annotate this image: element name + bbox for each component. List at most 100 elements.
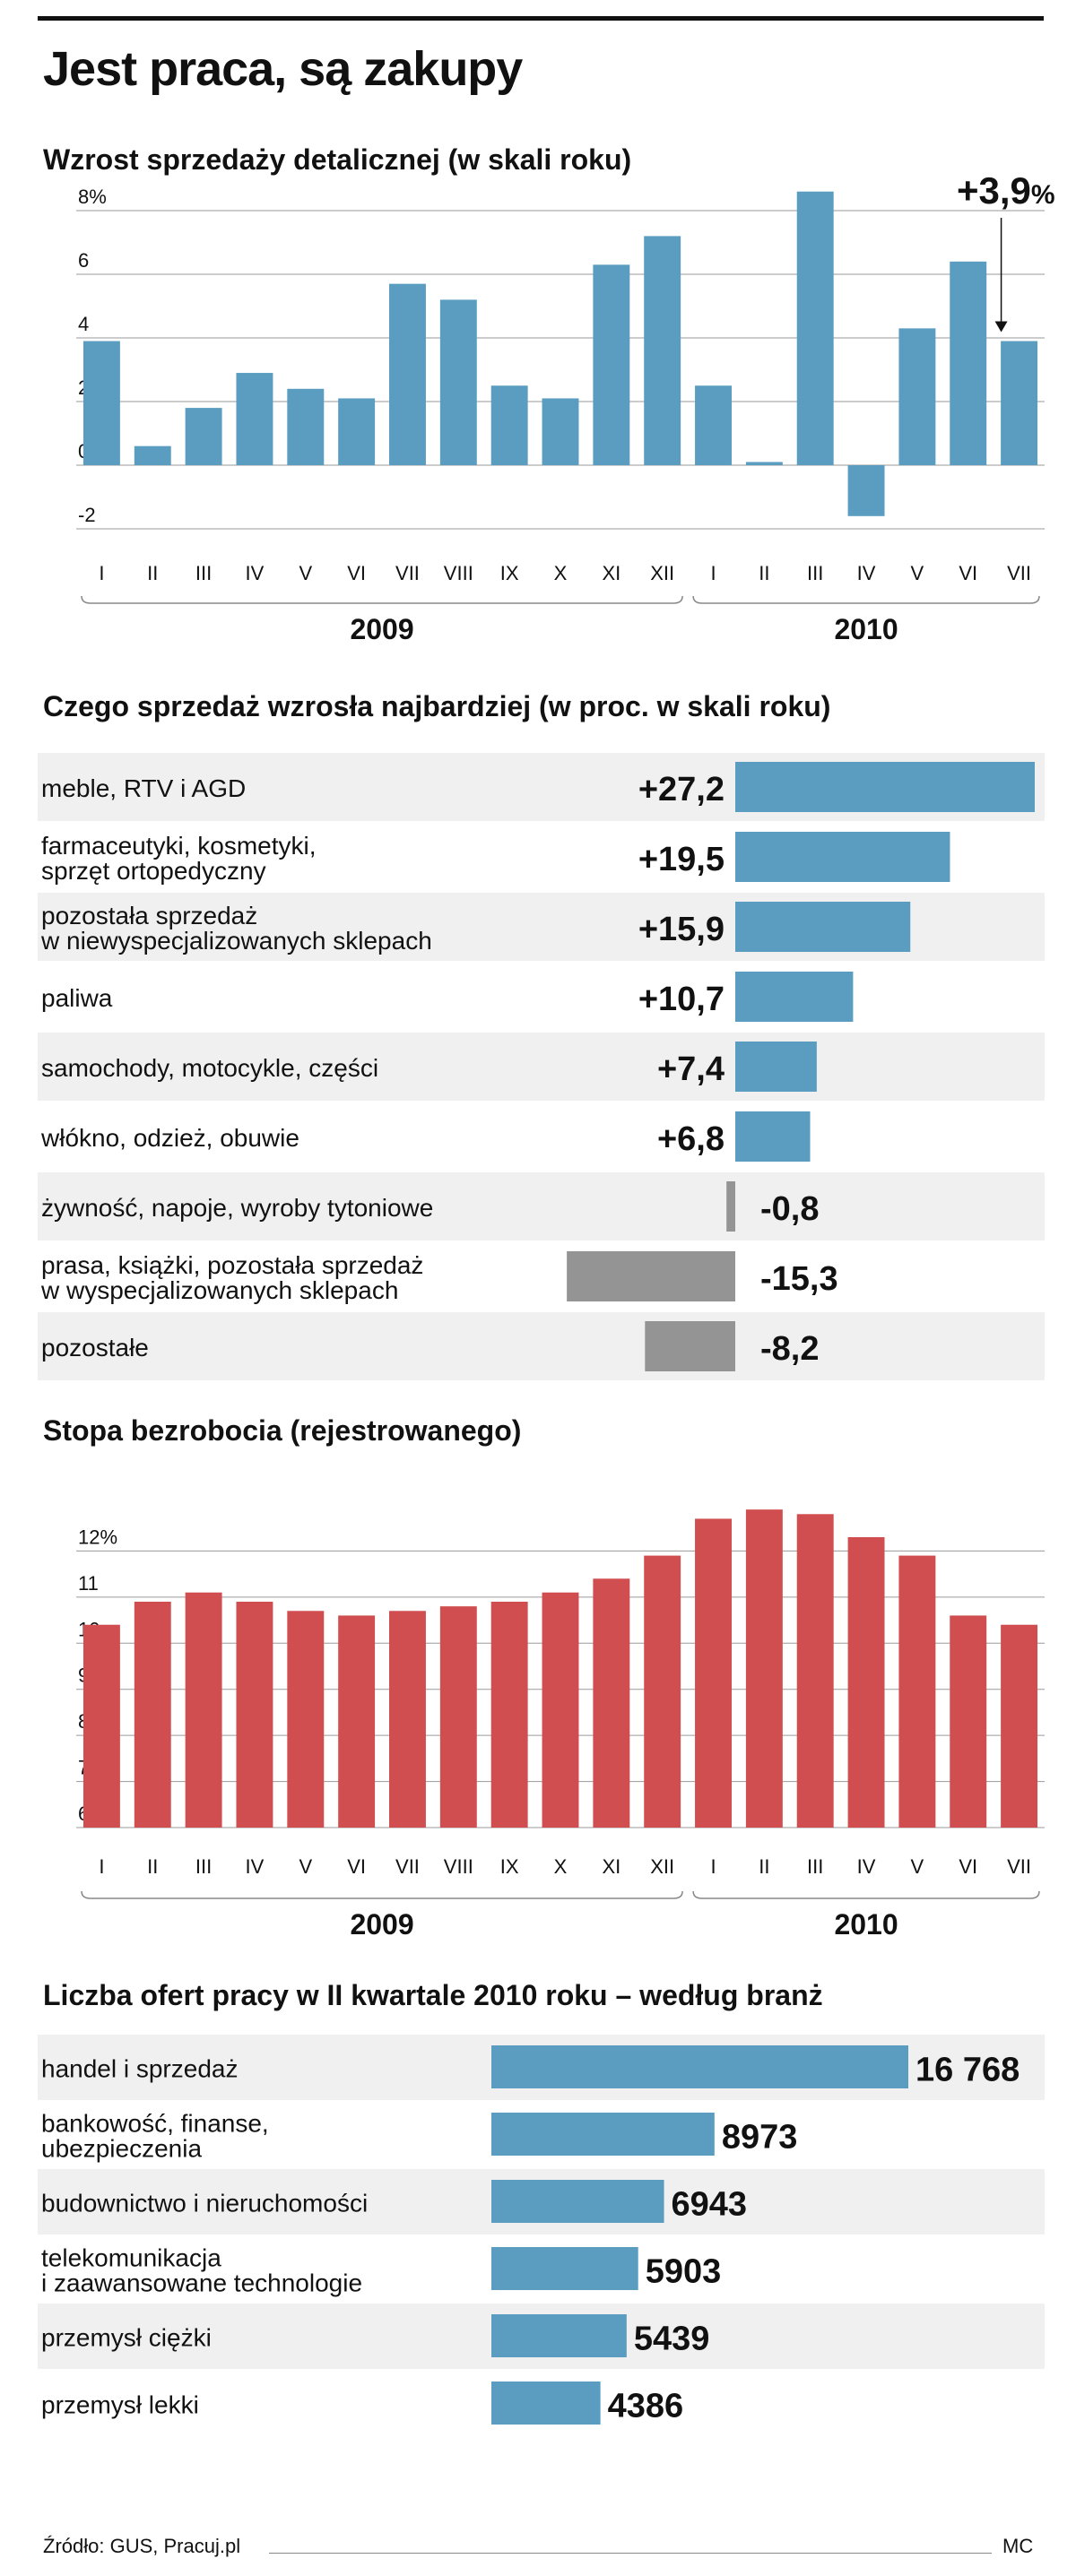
retail-ytick: 6 — [78, 249, 89, 272]
retail-ytick: 8% — [78, 186, 107, 208]
unemployment-xtick: V — [299, 1855, 312, 1878]
industry-bar — [491, 2180, 664, 2223]
source-note: Źródło: GUS, Pracuj.pl — [43, 2535, 241, 2557]
category-category-label: prasa, książki, pozostała sprzedaż — [41, 1251, 423, 1279]
retail-xtick: VII — [1007, 562, 1031, 584]
unemployment-xtick: X — [554, 1855, 568, 1878]
category-value-label: +27,2 — [638, 771, 725, 808]
retail-bar — [338, 398, 376, 465]
industry-value-label: 4386 — [608, 2388, 684, 2425]
category-category-label: pozostałe — [41, 1334, 149, 1361]
unemployment-year-label: 2009 — [350, 1908, 413, 1941]
unemployment-xtick: IX — [500, 1855, 519, 1878]
unemployment-xtick: III — [807, 1855, 823, 1878]
retail-ytick: -2 — [78, 504, 96, 526]
industry-value-label: 16 768 — [915, 2052, 1020, 2089]
unemployment-xtick: XI — [602, 1855, 620, 1878]
retail-xtick: III — [195, 562, 212, 584]
unemployment-bar — [542, 1592, 579, 1828]
retail-bar — [439, 299, 477, 465]
category-value-label: +6,8 — [657, 1120, 725, 1158]
growth-annotation: +3,9% — [957, 175, 1055, 212]
unemployment-xtick: III — [195, 1855, 212, 1878]
category-category-label: włókno, odzież, obuwie — [40, 1124, 299, 1152]
unemployment-title: Stopa bezrobocia (rejestrowanego) — [43, 1414, 522, 1447]
category-bar — [645, 1321, 735, 1371]
category-bar — [567, 1251, 735, 1301]
category-value-label: +7,4 — [657, 1050, 725, 1088]
category-value-label: +19,5 — [638, 841, 725, 878]
retail-xtick: XI — [602, 562, 620, 584]
unemployment-xtick: VI — [959, 1855, 977, 1878]
category-category-label: pozostała sprzedaż — [41, 902, 257, 929]
category-value-label: +15,9 — [638, 911, 725, 948]
retail-bar — [898, 328, 936, 465]
unemployment-xtick: VIII — [444, 1855, 473, 1878]
unemployment-xtick: I — [710, 1855, 716, 1878]
retail-bar — [950, 261, 987, 465]
unemployment-xtick: IV — [246, 1855, 265, 1878]
industry-category-label: handel i sprzedaż — [41, 2055, 238, 2083]
unemployment-bar — [236, 1602, 273, 1828]
industry-category-label: bankowość, finanse, — [41, 2110, 269, 2138]
unemployment-bar — [287, 1611, 325, 1828]
retail-xtick: VI — [959, 562, 977, 584]
retail-year-bracket — [81, 595, 683, 604]
unemployment-bar — [134, 1602, 171, 1828]
industry-value-label: 6943 — [672, 2186, 748, 2224]
category-value-label: -15,3 — [760, 1260, 838, 1298]
unemployment-bar — [1001, 1624, 1038, 1828]
retail-xtick: IX — [500, 562, 519, 584]
unemployment-bar — [644, 1555, 681, 1828]
retail-xtick: V — [299, 562, 312, 584]
industry-value-label: 8973 — [722, 2119, 798, 2157]
category-row-stripe — [38, 1312, 1045, 1380]
category-category-label: farmaceutyki, kosmetyki, — [41, 832, 317, 860]
retail-year-label: 2010 — [834, 613, 898, 645]
retail-bar — [542, 398, 579, 465]
retail-bar — [287, 388, 325, 465]
top-rule — [38, 16, 1044, 21]
category-category-label: paliwa — [41, 984, 113, 1012]
unemployment-chart: 12%11109876IIIIIIIVVVIVIIVIIIIXXXIXIIIII… — [76, 1509, 1045, 1941]
retail-year-label: 2009 — [350, 613, 413, 645]
retail-year-bracket — [692, 595, 1040, 604]
retail-xtick: III — [807, 562, 823, 584]
category-bar — [735, 1111, 811, 1162]
unemployment-xtick: VII — [1007, 1855, 1031, 1878]
retail-xtick: II — [759, 562, 769, 584]
unemployment-year-bracket — [692, 1890, 1040, 1899]
page-title: Jest praca, są zakupy — [43, 42, 523, 96]
category-value-label: -0,8 — [760, 1190, 819, 1228]
category-bar — [735, 762, 1035, 812]
industry-category-label: przemysł lekki — [41, 2391, 199, 2419]
job-offers-title: Liczba ofert pracy w II kwartale 2010 ro… — [43, 1979, 823, 2011]
retail-ytick: 4 — [78, 313, 89, 335]
unemployment-ytick: 11 — [78, 1572, 99, 1595]
category-category-label: żywność, napoje, wyroby tytoniowe — [41, 1194, 433, 1222]
unemployment-xtick: IV — [857, 1855, 876, 1878]
unemployment-xtick: VI — [347, 1855, 366, 1878]
retail-xtick: VIII — [444, 562, 473, 584]
industry-bar — [491, 2314, 627, 2357]
retail-growth-title: Wzrost sprzedaży detalicznej (w skali ro… — [43, 143, 632, 176]
category-category-label: samochody, motocykle, części — [41, 1054, 378, 1082]
category-row-stripe — [38, 1033, 1045, 1101]
retail-bar — [745, 462, 783, 465]
unemployment-bar — [950, 1615, 987, 1828]
category-category-label: meble, RTV i AGD — [41, 774, 246, 802]
unemployment-bar — [490, 1602, 528, 1828]
unemployment-ytick: 12% — [78, 1526, 117, 1548]
unemployment-bar — [389, 1611, 426, 1828]
unemployment-xtick: II — [759, 1855, 769, 1878]
category-category-label: w niewyspecjalizowanych sklepach — [40, 927, 432, 955]
category-category-label: sprzęt ortopedyczny — [41, 857, 266, 885]
retail-xtick: I — [99, 562, 104, 584]
category-growth-chart: meble, RTV i AGD +27,2 farmaceutyki, kosme… — [38, 753, 1045, 1380]
unemployment-bar — [695, 1518, 732, 1828]
category-value-label: +10,7 — [638, 981, 725, 1018]
industry-category-label: budownictwo i nieruchomości — [41, 2190, 368, 2217]
industry-bar — [491, 2382, 601, 2425]
retail-xtick: II — [147, 562, 158, 584]
retail-xtick: IV — [246, 562, 265, 584]
